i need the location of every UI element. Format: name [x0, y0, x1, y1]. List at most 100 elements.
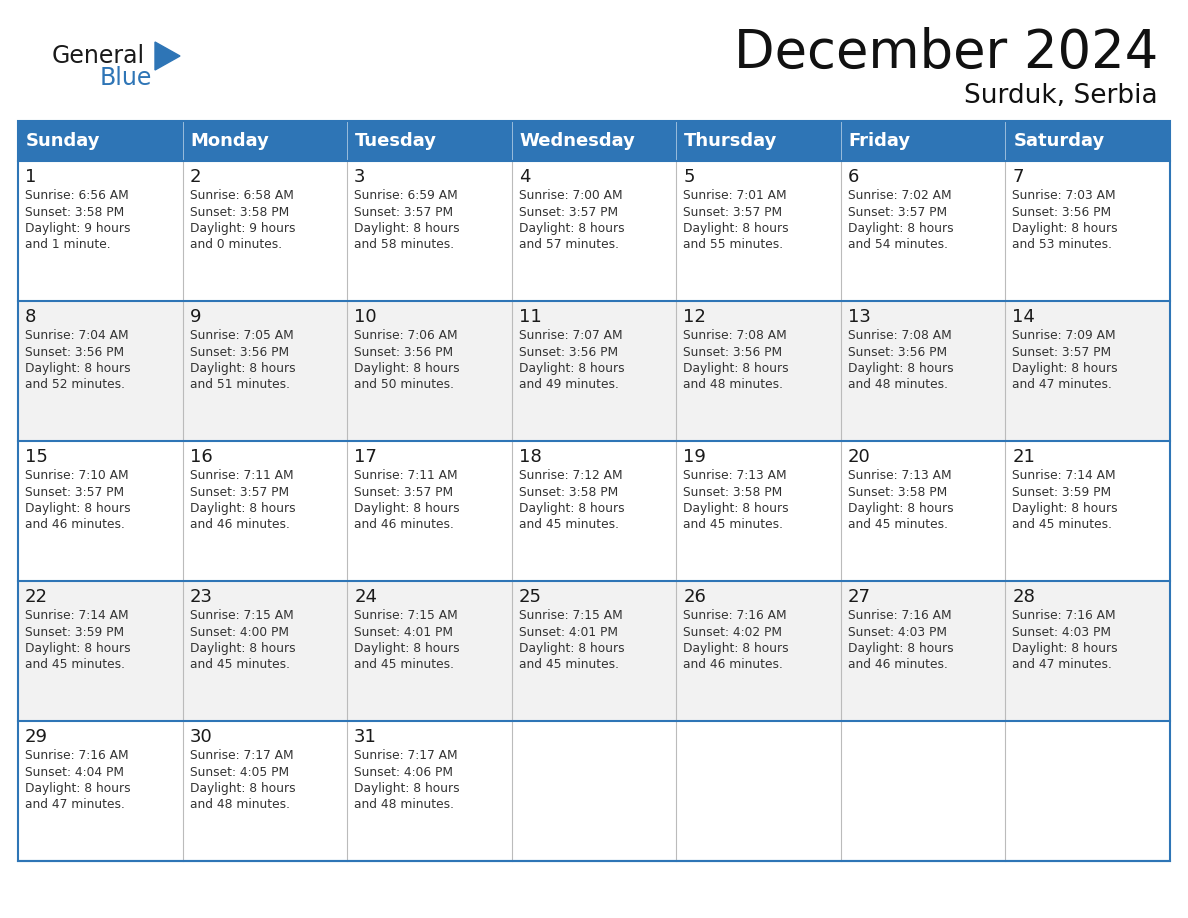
Bar: [18, 581, 1170, 721]
Text: Sunset: 3:57 PM: Sunset: 3:57 PM: [25, 486, 124, 498]
Text: Sunrise: 7:17 AM: Sunrise: 7:17 AM: [354, 749, 457, 762]
Text: Sunset: 4:01 PM: Sunset: 4:01 PM: [519, 625, 618, 639]
Text: 14: 14: [1012, 308, 1035, 326]
Text: and 46 minutes.: and 46 minutes.: [683, 658, 783, 671]
Text: Sunrise: 7:15 AM: Sunrise: 7:15 AM: [190, 609, 293, 622]
Text: and 45 minutes.: and 45 minutes.: [25, 658, 125, 671]
Text: Daylight: 8 hours: Daylight: 8 hours: [25, 642, 131, 655]
Text: Sunrise: 7:03 AM: Sunrise: 7:03 AM: [1012, 189, 1116, 202]
Text: Sunset: 4:03 PM: Sunset: 4:03 PM: [1012, 625, 1112, 639]
Text: 28: 28: [1012, 588, 1035, 606]
Text: Sunset: 3:57 PM: Sunset: 3:57 PM: [190, 486, 289, 498]
Text: 2: 2: [190, 168, 201, 186]
Text: 1: 1: [25, 168, 37, 186]
Text: 4: 4: [519, 168, 530, 186]
Text: and 45 minutes.: and 45 minutes.: [519, 658, 619, 671]
Text: Sunrise: 7:14 AM: Sunrise: 7:14 AM: [1012, 469, 1116, 482]
Text: 18: 18: [519, 448, 542, 466]
Text: Sunset: 3:58 PM: Sunset: 3:58 PM: [190, 206, 289, 218]
Text: Sunset: 3:56 PM: Sunset: 3:56 PM: [683, 345, 783, 359]
Text: and 51 minutes.: and 51 minutes.: [190, 378, 290, 391]
Text: Daylight: 8 hours: Daylight: 8 hours: [519, 642, 625, 655]
Text: 20: 20: [848, 448, 871, 466]
Text: Surduk, Serbia: Surduk, Serbia: [965, 83, 1158, 109]
Text: Daylight: 8 hours: Daylight: 8 hours: [25, 782, 131, 795]
Text: Sunset: 4:04 PM: Sunset: 4:04 PM: [25, 766, 124, 778]
Bar: [18, 721, 1170, 861]
Text: General: General: [52, 44, 145, 68]
Text: Daylight: 8 hours: Daylight: 8 hours: [354, 782, 460, 795]
Text: Sunrise: 7:13 AM: Sunrise: 7:13 AM: [848, 469, 952, 482]
Text: 15: 15: [25, 448, 48, 466]
Text: Sunrise: 7:10 AM: Sunrise: 7:10 AM: [25, 469, 128, 482]
Text: and 46 minutes.: and 46 minutes.: [190, 519, 290, 532]
Text: Sunrise: 6:58 AM: Sunrise: 6:58 AM: [190, 189, 293, 202]
Text: 7: 7: [1012, 168, 1024, 186]
Text: Daylight: 8 hours: Daylight: 8 hours: [848, 222, 954, 235]
Text: and 48 minutes.: and 48 minutes.: [683, 378, 783, 391]
Text: Sunset: 4:00 PM: Sunset: 4:00 PM: [190, 625, 289, 639]
Text: Daylight: 8 hours: Daylight: 8 hours: [354, 502, 460, 515]
Text: Daylight: 8 hours: Daylight: 8 hours: [683, 362, 789, 375]
Text: 30: 30: [190, 728, 213, 746]
Text: Daylight: 8 hours: Daylight: 8 hours: [519, 222, 625, 235]
Text: Sunrise: 7:09 AM: Sunrise: 7:09 AM: [1012, 329, 1116, 342]
Text: Wednesday: Wednesday: [519, 132, 636, 150]
Text: Sunset: 3:56 PM: Sunset: 3:56 PM: [354, 345, 454, 359]
Text: Sunrise: 7:11 AM: Sunrise: 7:11 AM: [354, 469, 457, 482]
Text: Sunrise: 7:17 AM: Sunrise: 7:17 AM: [190, 749, 293, 762]
Bar: [18, 441, 1170, 581]
Text: and 58 minutes.: and 58 minutes.: [354, 239, 454, 252]
Text: and 53 minutes.: and 53 minutes.: [1012, 239, 1112, 252]
Text: Sunrise: 7:16 AM: Sunrise: 7:16 AM: [25, 749, 128, 762]
Text: 16: 16: [190, 448, 213, 466]
Text: Sunrise: 7:07 AM: Sunrise: 7:07 AM: [519, 329, 623, 342]
Text: Daylight: 9 hours: Daylight: 9 hours: [25, 222, 131, 235]
Text: 11: 11: [519, 308, 542, 326]
Text: Daylight: 8 hours: Daylight: 8 hours: [1012, 642, 1118, 655]
Text: 10: 10: [354, 308, 377, 326]
Text: 21: 21: [1012, 448, 1035, 466]
Text: 25: 25: [519, 588, 542, 606]
Text: 6: 6: [848, 168, 859, 186]
Text: 26: 26: [683, 588, 706, 606]
Text: Sunset: 4:05 PM: Sunset: 4:05 PM: [190, 766, 289, 778]
Text: and 45 minutes.: and 45 minutes.: [1012, 519, 1112, 532]
Text: Daylight: 8 hours: Daylight: 8 hours: [25, 502, 131, 515]
Text: Sunset: 3:56 PM: Sunset: 3:56 PM: [190, 345, 289, 359]
Text: 3: 3: [354, 168, 366, 186]
Text: Sunset: 3:57 PM: Sunset: 3:57 PM: [848, 206, 947, 218]
Text: Sunrise: 7:00 AM: Sunrise: 7:00 AM: [519, 189, 623, 202]
Text: and 46 minutes.: and 46 minutes.: [354, 519, 454, 532]
Text: Monday: Monday: [190, 132, 270, 150]
Text: 5: 5: [683, 168, 695, 186]
Text: Sunrise: 7:04 AM: Sunrise: 7:04 AM: [25, 329, 128, 342]
Bar: [18, 121, 1170, 861]
Text: and 45 minutes.: and 45 minutes.: [848, 519, 948, 532]
Text: December 2024: December 2024: [734, 27, 1158, 79]
Text: Daylight: 8 hours: Daylight: 8 hours: [519, 362, 625, 375]
Text: Daylight: 8 hours: Daylight: 8 hours: [683, 642, 789, 655]
Polygon shape: [154, 42, 181, 70]
Text: Sunrise: 7:15 AM: Sunrise: 7:15 AM: [354, 609, 457, 622]
Text: Sunrise: 6:56 AM: Sunrise: 6:56 AM: [25, 189, 128, 202]
Text: and 57 minutes.: and 57 minutes.: [519, 239, 619, 252]
Text: Daylight: 8 hours: Daylight: 8 hours: [1012, 502, 1118, 515]
Text: Sunrise: 7:12 AM: Sunrise: 7:12 AM: [519, 469, 623, 482]
Text: Daylight: 8 hours: Daylight: 8 hours: [190, 502, 295, 515]
Text: Daylight: 8 hours: Daylight: 8 hours: [1012, 222, 1118, 235]
Text: Sunset: 3:57 PM: Sunset: 3:57 PM: [354, 206, 454, 218]
Bar: [18, 121, 1170, 161]
Text: Sunrise: 7:15 AM: Sunrise: 7:15 AM: [519, 609, 623, 622]
Text: Sunrise: 7:02 AM: Sunrise: 7:02 AM: [848, 189, 952, 202]
Text: Sunset: 3:59 PM: Sunset: 3:59 PM: [25, 625, 124, 639]
Text: Sunset: 3:56 PM: Sunset: 3:56 PM: [848, 345, 947, 359]
Text: Sunset: 3:57 PM: Sunset: 3:57 PM: [519, 206, 618, 218]
Text: Sunrise: 7:06 AM: Sunrise: 7:06 AM: [354, 329, 457, 342]
Text: 12: 12: [683, 308, 706, 326]
Text: Sunset: 3:57 PM: Sunset: 3:57 PM: [354, 486, 454, 498]
Text: Daylight: 9 hours: Daylight: 9 hours: [190, 222, 295, 235]
Text: Daylight: 8 hours: Daylight: 8 hours: [354, 642, 460, 655]
Text: 22: 22: [25, 588, 48, 606]
Text: Daylight: 8 hours: Daylight: 8 hours: [683, 502, 789, 515]
